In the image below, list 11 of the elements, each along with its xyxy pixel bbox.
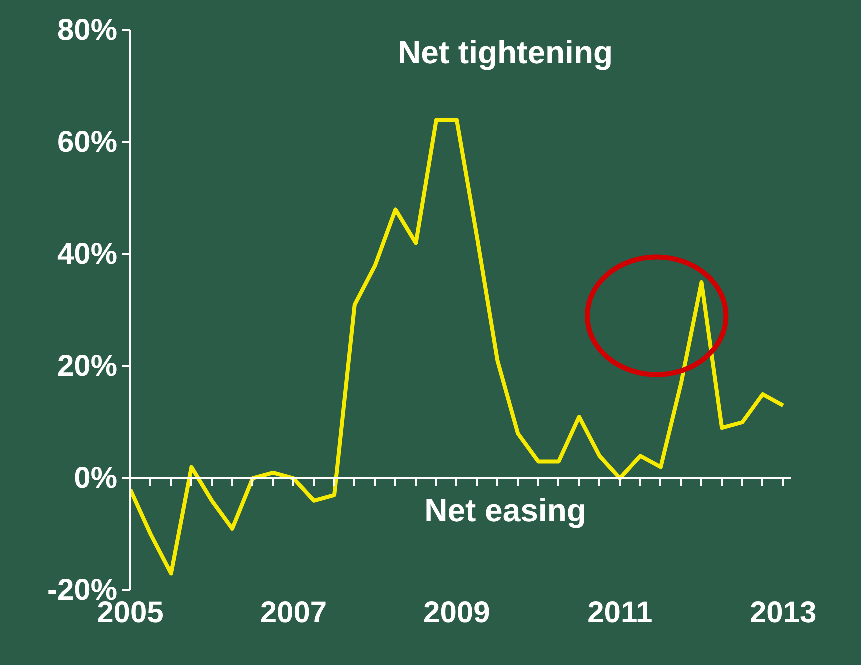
x-tick-label: 2009 [424, 596, 490, 630]
x-tick-label: 2013 [750, 596, 817, 630]
x-tick-label: 2007 [260, 596, 328, 630]
y-tick-label: 0% [74, 462, 118, 495]
y-tick-label: 40% [57, 238, 118, 271]
annotation: Net tightening [398, 34, 614, 70]
x-tick-label: 2011 [588, 596, 653, 630]
annotation: Net easing [424, 492, 586, 528]
y-tick-label: 20% [57, 350, 118, 383]
y-tick-label: 80% [57, 14, 118, 47]
y-tick-label: 60% [57, 126, 118, 159]
